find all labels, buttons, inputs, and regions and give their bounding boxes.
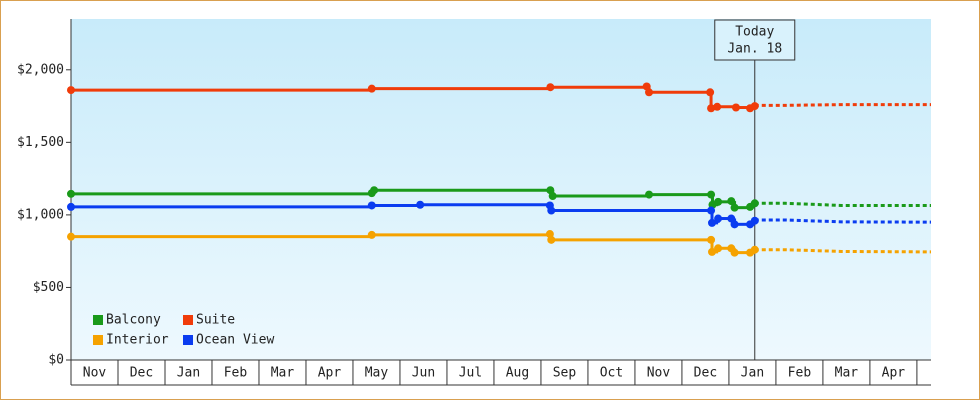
price-point: [547, 235, 556, 244]
price-point: [645, 88, 654, 97]
x-tick-label: Mar: [835, 366, 859, 381]
price-point: [548, 192, 557, 201]
forecast-line: [754, 218, 932, 224]
forecast-line: [754, 201, 931, 207]
price-point: [714, 244, 723, 253]
price-point: [547, 206, 556, 215]
legend-swatch: [183, 335, 193, 345]
price-point: [67, 86, 75, 95]
legend-label: Balcony: [106, 313, 161, 328]
price-point: [730, 248, 739, 257]
y-tick-label: $500: [33, 280, 64, 295]
y-tick-label: $1,000: [17, 207, 64, 222]
price-point: [367, 230, 376, 239]
price-point: [730, 203, 739, 212]
today-label: Today: [735, 25, 774, 40]
x-tick-label: Jan: [741, 366, 764, 381]
x-tick-label: Nov: [83, 366, 107, 381]
x-tick-label: Apr: [318, 366, 342, 381]
y-tick-label: $0: [48, 353, 64, 368]
x-tick-label: Dec: [694, 366, 717, 381]
price-point: [713, 102, 722, 111]
price-point: [707, 206, 716, 215]
forecast-line: [754, 103, 931, 107]
x-tick-label: Nov: [647, 366, 671, 381]
price-point: [416, 200, 425, 209]
x-tick-label: Aug: [506, 366, 529, 381]
y-tick-label: $2,000: [17, 62, 64, 77]
price-point: [714, 197, 723, 206]
price-point: [707, 190, 716, 199]
price-point: [750, 216, 759, 225]
price-point: [708, 247, 717, 256]
price-point: [645, 190, 654, 199]
price-point: [708, 218, 717, 227]
x-tick-label: Jan: [177, 366, 200, 381]
x-tick-label: Feb: [224, 366, 248, 381]
x-tick-label: Jul: [459, 366, 482, 381]
price-point: [727, 197, 736, 206]
price-point: [67, 232, 75, 241]
x-tick-label: May: [365, 366, 389, 381]
legend-swatch: [183, 315, 193, 325]
x-tick-label: Mar: [271, 366, 295, 381]
price-point: [67, 189, 75, 198]
x-tick-label: Oct: [600, 366, 623, 381]
legend-label: Suite: [196, 313, 235, 328]
x-tick-label: Dec: [130, 366, 153, 381]
today-box: [714, 19, 796, 61]
price-point: [706, 88, 715, 97]
price-point: [727, 214, 736, 223]
legend-label: Interior: [106, 333, 169, 348]
y-tick-label: $1,500: [17, 135, 64, 150]
legend-swatch: [93, 335, 103, 345]
price-point: [367, 201, 376, 210]
x-tick-label: Sep: [553, 366, 577, 381]
x-tick-label: Feb: [788, 366, 812, 381]
price-point: [367, 84, 376, 93]
price-point: [707, 104, 716, 113]
legend-swatch: [93, 315, 103, 325]
x-tick-label: Apr: [882, 366, 906, 381]
today-date: Jan. 18: [727, 42, 782, 57]
price-point: [714, 214, 723, 223]
price-point: [750, 245, 759, 254]
legend-label: Ocean View: [196, 333, 274, 348]
price-point: [750, 102, 759, 111]
price-point: [370, 186, 379, 195]
price-point: [67, 202, 75, 211]
x-tick-label: Jun: [412, 366, 435, 381]
forecast-line: [754, 248, 932, 254]
price-point: [546, 83, 555, 92]
price-point: [730, 220, 739, 229]
price-point: [707, 235, 716, 244]
price-point: [750, 199, 759, 208]
price-point: [731, 103, 740, 112]
